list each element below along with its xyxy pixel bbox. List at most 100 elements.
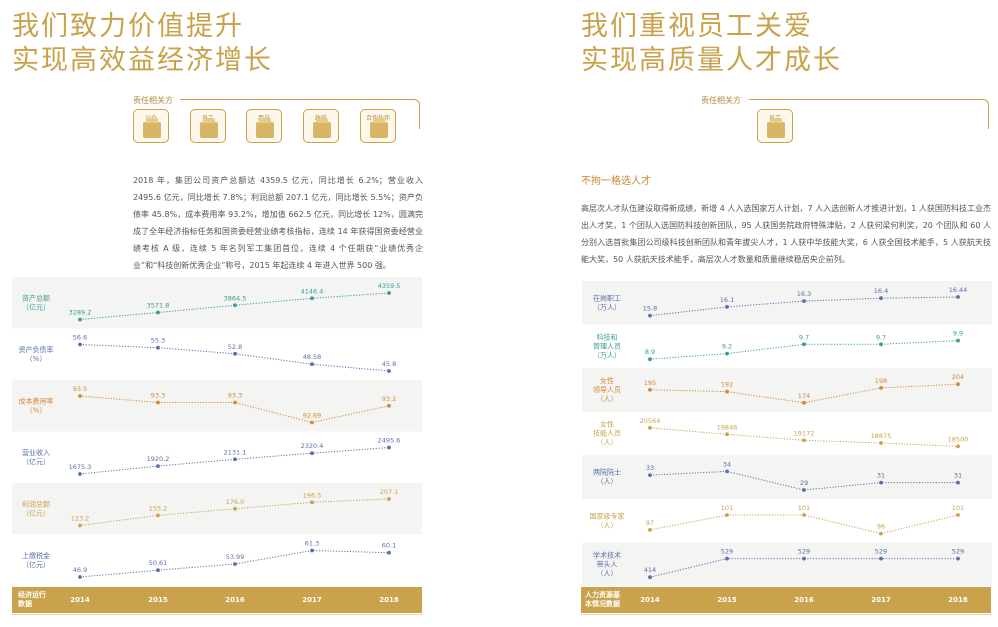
data-point	[310, 451, 314, 456]
data-point	[879, 531, 883, 536]
data-label: 192	[721, 381, 733, 389]
data-point	[387, 550, 391, 555]
right-title-line-2: 实现高质量人才成长	[581, 45, 842, 76]
public-icon: 公众	[133, 109, 169, 143]
data-label: 529	[952, 548, 964, 556]
data-label: 195	[644, 379, 656, 387]
series-line	[649, 514, 959, 535]
data-point	[233, 400, 237, 405]
data-label: 15.8	[643, 305, 657, 313]
data-label: 48.58	[303, 353, 322, 361]
data-point	[156, 464, 160, 468]
row-label: 国家级专家	[590, 511, 625, 520]
data-point	[802, 342, 806, 347]
data-label: 18500	[948, 435, 969, 443]
data-point	[879, 296, 883, 301]
data-point	[310, 500, 314, 505]
data-label: 529	[798, 548, 810, 556]
data-point	[387, 497, 391, 501]
data-point	[310, 296, 314, 301]
data-label: 101	[798, 504, 810, 512]
row-label: 技能人员	[593, 429, 621, 438]
row-band	[582, 455, 992, 499]
data-label: 97	[646, 519, 654, 527]
data-point	[78, 394, 82, 398]
employee-icon: 员工	[190, 109, 226, 143]
row-band	[582, 542, 992, 587]
data-label: 46.9	[73, 566, 87, 574]
data-point	[956, 295, 960, 299]
data-label: 3864.5	[224, 294, 247, 302]
data-label: 8.9	[645, 348, 655, 356]
year-tick-label: 2016	[225, 596, 245, 604]
data-point	[802, 513, 806, 517]
data-point	[387, 291, 391, 295]
data-point	[725, 513, 729, 517]
employee-icon: 员工	[757, 109, 793, 143]
series-line	[79, 344, 390, 372]
data-label: 29	[800, 479, 808, 487]
data-label: 56.6	[73, 334, 87, 342]
data-label: 31	[954, 472, 962, 480]
data-label: 4359.5	[378, 282, 401, 290]
data-label: 93.3	[228, 392, 242, 400]
data-label: 53.99	[226, 553, 245, 561]
left-footer-label: 经济运行 数据	[18, 591, 46, 608]
data-point	[310, 362, 314, 367]
data-point	[956, 382, 960, 387]
data-label: 414	[644, 566, 656, 574]
data-label: 2320.4	[301, 442, 324, 450]
data-label: 20564	[640, 417, 661, 425]
data-label: 529	[875, 548, 887, 556]
data-label: 45.8	[382, 360, 396, 368]
data-label: 93.2	[382, 395, 396, 403]
data-point	[725, 556, 729, 561]
data-point	[78, 472, 82, 476]
data-point	[233, 562, 237, 566]
government-icon: 政府	[303, 109, 339, 143]
data-label: 9.2	[722, 343, 732, 351]
data-point	[387, 445, 391, 450]
left-page: 我们致力价值提升 实现高效益经济增长 责任相关方 公众 员工 用户 政府 合作伙…	[12, 11, 423, 615]
right-stakeholder-label: 责任相关方	[701, 96, 741, 105]
data-label: 93.3	[151, 392, 165, 400]
data-label: 9.7	[876, 333, 886, 341]
data-point	[879, 386, 883, 390]
data-point	[233, 457, 237, 462]
row-label: （人）	[597, 521, 618, 529]
data-point	[802, 299, 806, 303]
data-label: 174	[798, 392, 810, 400]
year-tick-label: 2017	[871, 596, 891, 604]
data-label: 207.1	[380, 488, 399, 496]
data-label: 61.3	[305, 540, 319, 548]
data-label: 4146.4	[301, 287, 324, 295]
right-page: 我们重视员工关爱 实现高质量人才成长 责任相关方 员工 不拘一格选人才 高层次人…	[499, 0, 998, 627]
data-label: 204	[952, 373, 964, 381]
row-label: （%）	[26, 406, 47, 414]
data-label: 19846	[717, 423, 738, 431]
data-label: 9.9	[953, 330, 963, 338]
row-label: （人）	[597, 439, 618, 447]
data-label: 16.1	[720, 296, 734, 304]
data-point	[879, 342, 883, 347]
year-tick-label: 2017	[302, 596, 322, 604]
data-label: 16.44	[949, 286, 968, 294]
data-point	[725, 432, 729, 437]
data-label: 3571.8	[147, 302, 170, 310]
data-point	[725, 351, 729, 356]
right-title-line-1: 我们重视员工关爱	[581, 11, 813, 42]
data-point	[725, 389, 729, 394]
data-point	[387, 369, 391, 373]
user-icon: 用户	[246, 109, 282, 143]
year-tick-label: 2015	[717, 596, 737, 604]
row-label: （人）	[597, 395, 618, 403]
data-label: 2495.6	[378, 437, 401, 445]
series-line	[79, 292, 390, 320]
data-point	[648, 313, 652, 318]
data-label: 9.7	[799, 333, 809, 341]
data-label: 176.0	[226, 498, 245, 506]
row-label: （万人）	[593, 351, 621, 359]
data-point	[802, 556, 806, 561]
series-line	[79, 395, 390, 424]
